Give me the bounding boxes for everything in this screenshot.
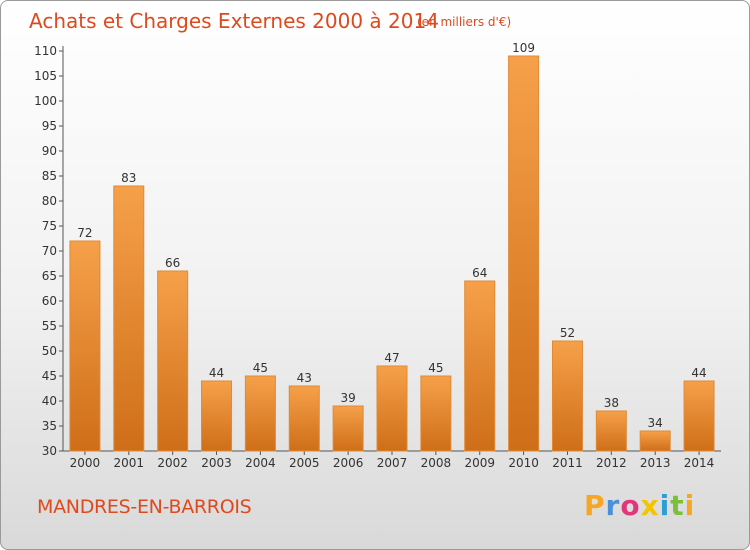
- bar-value-label: 66: [165, 256, 180, 270]
- bar-value-label: 39: [340, 391, 355, 405]
- x-tick-label: 2010: [508, 456, 539, 470]
- bar-value-label: 44: [691, 366, 706, 380]
- bar: [113, 185, 145, 452]
- chart-title: Achats et Charges Externes 2000 à 2014: [29, 9, 439, 33]
- x-tick-label: 2014: [684, 456, 715, 470]
- x-tick-label: 2009: [464, 456, 495, 470]
- x-tick-label: 2012: [596, 456, 627, 470]
- commune-name: MANDRES-EN-BARROIS: [37, 496, 252, 518]
- y-tick-label: 65: [42, 269, 57, 283]
- y-tick-label: 45: [42, 369, 57, 383]
- bar-value-label: 38: [604, 396, 619, 410]
- logo-letter: i: [684, 489, 696, 522]
- x-tick-label: 2004: [245, 456, 276, 470]
- bar-value-label: 44: [209, 366, 224, 380]
- chart-subtitle: (en milliers d'€): [417, 15, 512, 29]
- bar-value-label: 109: [512, 41, 535, 55]
- y-tick-label: 50: [42, 344, 57, 358]
- x-tick-label: 2003: [201, 456, 232, 470]
- x-tick-label: 2005: [289, 456, 320, 470]
- y-tick-label: 80: [42, 194, 57, 208]
- y-tick-label: 40: [42, 394, 57, 408]
- bar: [683, 380, 715, 452]
- bar: [201, 380, 233, 452]
- bar: [551, 340, 583, 452]
- bar: [157, 270, 189, 452]
- logo-letter: o: [620, 489, 641, 522]
- bar-value-label: 83: [121, 171, 136, 185]
- bar-value-label: 45: [428, 361, 443, 375]
- bar-value-label: 52: [560, 326, 575, 340]
- bar-labels: 72 83 66 44 45 43 39 47 45 64 109 52 38 34 44: [77, 41, 706, 430]
- y-tick-label: 35: [42, 419, 57, 433]
- y-tick-label: 60: [42, 294, 57, 308]
- x-tick-label: 2002: [157, 456, 188, 470]
- proxiti-logo: Proxiti: [584, 489, 695, 523]
- bar-value-label: 43: [297, 371, 312, 385]
- bar: [332, 405, 364, 452]
- y-tick-label: 90: [42, 144, 57, 158]
- y-tick-label: 110: [34, 44, 57, 58]
- logo-letter: x: [640, 489, 660, 522]
- bar: [69, 240, 101, 452]
- axes: 30 35 40 45 50 55 60 65 70 75 80 85 90 95 100 105 110 200…: [34, 44, 721, 470]
- logo-letter: i: [659, 489, 671, 522]
- x-tick-label: 2007: [377, 456, 408, 470]
- bar: [376, 365, 408, 452]
- logo-letter: P: [584, 489, 606, 522]
- logo-letter: t: [670, 489, 685, 522]
- x-tick-label: 2000: [70, 456, 101, 470]
- bar: [244, 375, 276, 452]
- y-tick-label: 75: [42, 219, 57, 233]
- bar-value-label: 72: [77, 226, 92, 240]
- bars: [69, 55, 715, 452]
- y-tick-label: 70: [42, 244, 57, 258]
- x-tick-label: 2011: [552, 456, 583, 470]
- bar-value-label: 34: [648, 416, 663, 430]
- bar: [595, 410, 627, 452]
- bar-value-label: 47: [384, 351, 399, 365]
- bar: [639, 430, 671, 452]
- logo-letter: r: [605, 489, 621, 522]
- x-tick-label: 2013: [640, 456, 671, 470]
- y-tick-label: 85: [42, 169, 57, 183]
- bar: [288, 385, 320, 452]
- x-tick-label: 2006: [333, 456, 364, 470]
- bar-value-label: 64: [472, 266, 487, 280]
- y-tick-label: 30: [42, 444, 57, 458]
- bar: [420, 375, 452, 452]
- y-tick-label: 95: [42, 119, 57, 133]
- bar: [464, 280, 496, 452]
- x-tick-label: 2001: [114, 456, 145, 470]
- y-tick-label: 105: [34, 69, 57, 83]
- y-tick-label: 100: [34, 94, 57, 108]
- bar: [508, 55, 540, 452]
- bar-value-label: 45: [253, 361, 268, 375]
- y-tick-label: 55: [42, 319, 57, 333]
- x-tick-label: 2008: [421, 456, 452, 470]
